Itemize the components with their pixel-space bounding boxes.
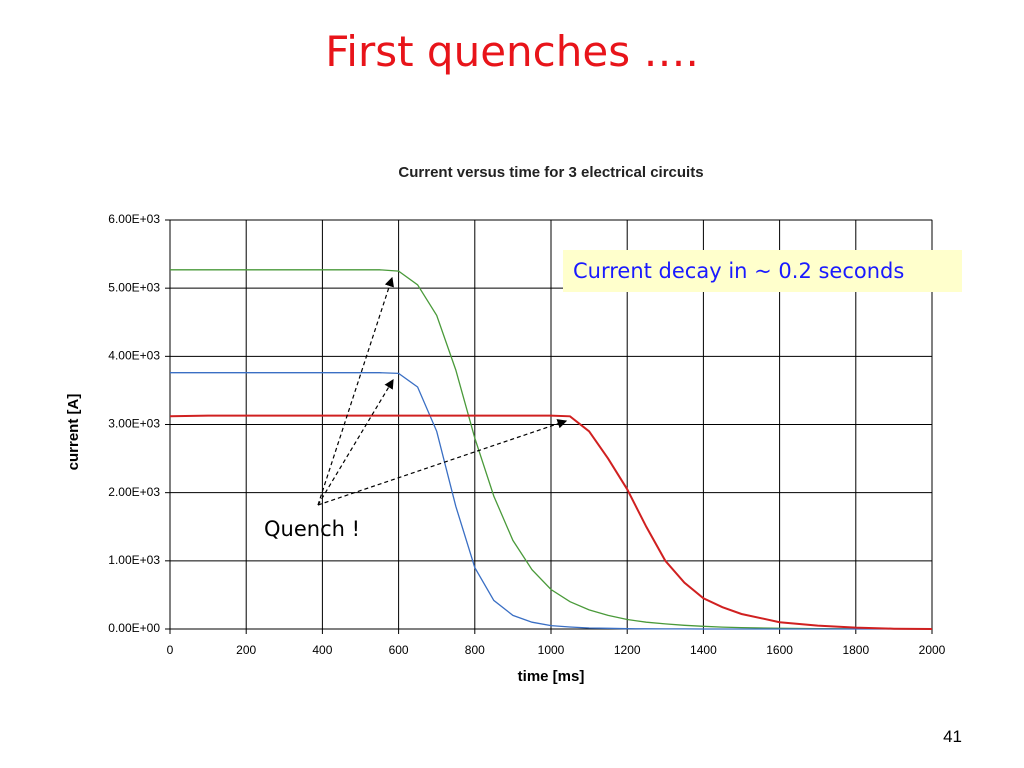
series-line [169, 414, 933, 630]
x-tick-label: 400 [312, 643, 332, 657]
x-axis-label: time [ms] [518, 668, 585, 685]
arrow [317, 276, 394, 506]
x-tick-label: 2000 [919, 643, 946, 657]
y-axis-label: current [A] [65, 394, 82, 471]
y-tick-label: 6.00E+03 [108, 212, 160, 226]
x-tick-label: 0 [167, 643, 174, 657]
annotation-box [563, 250, 962, 292]
x-tick-label: 1400 [690, 643, 717, 657]
x-tick-label: 800 [465, 643, 485, 657]
y-tick-label: 5.00E+03 [108, 280, 160, 294]
page-number: 41 [943, 727, 962, 746]
x-tick-label: 1000 [538, 643, 565, 657]
y-tick-label: 0.00E+00 [108, 621, 160, 635]
y-tick-label: 1.00E+03 [108, 553, 160, 567]
series-line [170, 269, 933, 630]
x-tick-label: 1600 [766, 643, 793, 657]
y-tick-label: 4.00E+03 [108, 349, 160, 363]
y-tick-label: 3.00E+03 [108, 417, 160, 431]
chart-title: Current versus time for 3 electrical cir… [398, 164, 703, 181]
x-tick-label: 600 [389, 643, 409, 657]
x-tick-label: 200 [236, 643, 256, 657]
arrows [317, 276, 568, 506]
arrow [317, 419, 568, 506]
slide-title: First quenches …. [325, 27, 699, 76]
arrow [317, 378, 394, 506]
y-tick-label: 2.00E+03 [108, 485, 160, 499]
x-tick-label: 1200 [614, 643, 641, 657]
annotation: Current decay in ~ 0.2 seconds [573, 259, 904, 283]
annotation: Quench ! [264, 517, 360, 541]
x-tick-label: 1800 [842, 643, 869, 657]
series-line [170, 372, 932, 630]
